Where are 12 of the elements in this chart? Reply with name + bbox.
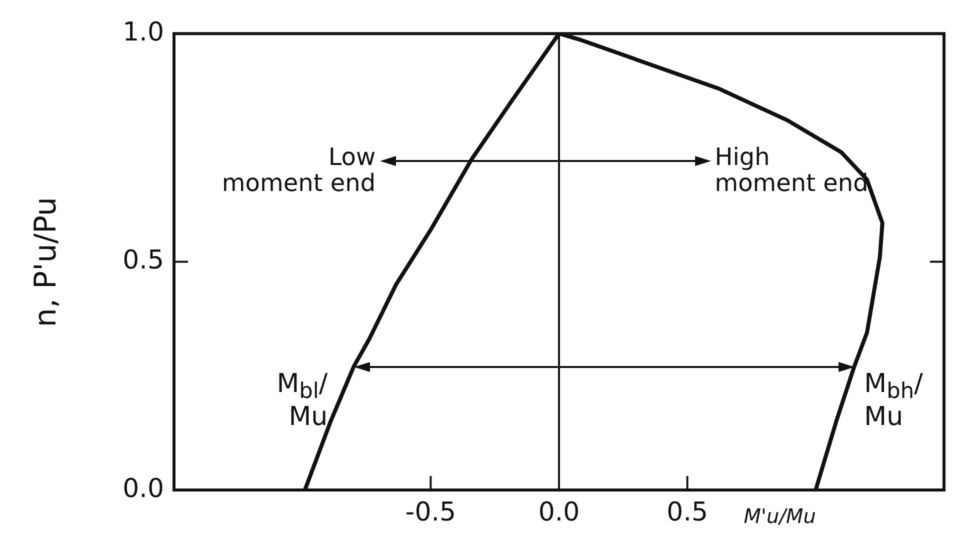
annotation: M$_{bl}$/Mu bbox=[276, 368, 328, 432]
annotation: High moment end bbox=[714, 143, 868, 197]
y-axis-title: n, P'u/Pu bbox=[28, 196, 64, 327]
y-tick-label: 0.0 bbox=[122, 474, 164, 504]
x-axis-title: M'u/Mu bbox=[744, 504, 816, 528]
x-tick-label: -0.5 bbox=[405, 497, 456, 528]
y-tick-label: 1.0 bbox=[122, 17, 164, 48]
annotation: M$_{bh}$/Mu bbox=[864, 368, 923, 432]
annotation: Low moment end bbox=[222, 143, 376, 197]
x-tick-label: 0.5 bbox=[666, 497, 708, 528]
y-tick-label: 0.5 bbox=[122, 246, 164, 276]
x-tick-label: 0.0 bbox=[538, 497, 580, 528]
